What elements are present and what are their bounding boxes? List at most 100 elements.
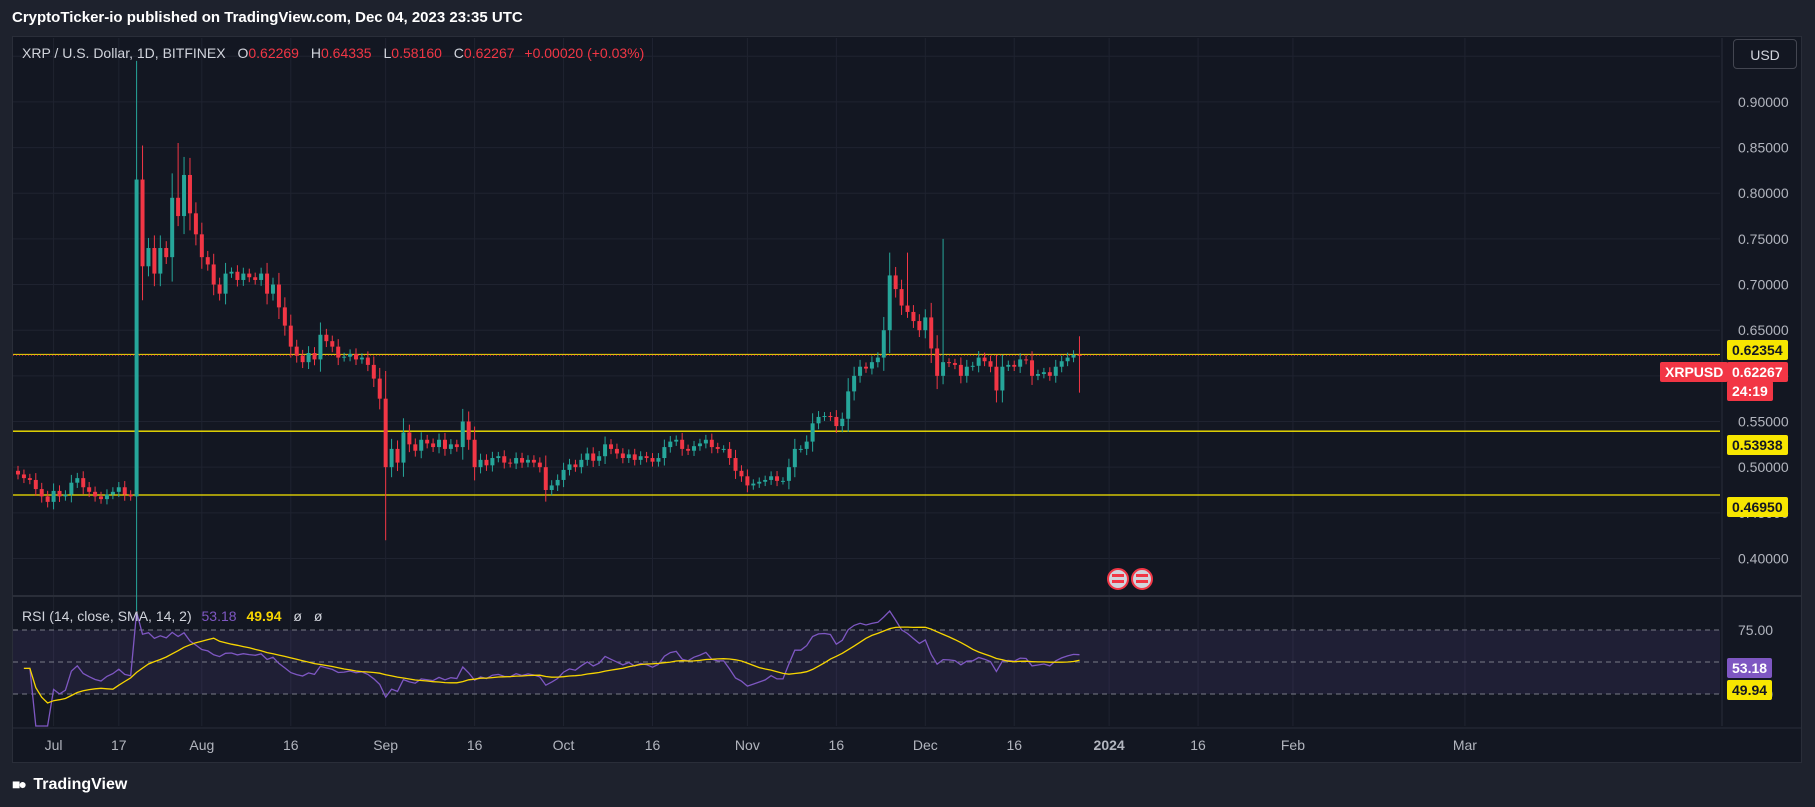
candle-body [1000, 366, 1005, 391]
rsi-panel: 75.0025.00 [13, 609, 1773, 727]
high-value: 0.64335 [320, 45, 372, 61]
time-tick-label: 16 [283, 737, 299, 753]
price-tick-label: 0.70000 [1738, 277, 1789, 293]
candle-body [810, 423, 815, 442]
candle-body [93, 491, 98, 497]
candle-body [674, 439, 679, 442]
candle-body [75, 478, 80, 483]
chart-frame[interactable] [12, 36, 1802, 763]
candle-body [282, 307, 287, 326]
candle-body [715, 447, 720, 449]
candle-body [51, 490, 56, 502]
open-label: O [237, 45, 249, 61]
candle-body [371, 364, 376, 379]
candle-body [454, 444, 459, 448]
low-label: L [383, 45, 392, 61]
candle-body [947, 362, 952, 364]
candle-body [603, 444, 608, 457]
candle-body [330, 341, 335, 347]
rsi-legend: RSI (14, close, SMA, 14, 2) 53.18 49.94 … [22, 608, 322, 624]
candle-body [727, 448, 732, 459]
candle-body [745, 476, 750, 486]
time-axis: Jul 17 Aug 16 Sep 16 Oct 16 Nov 16 Dec 16 2024 16 Feb M… [45, 737, 1478, 753]
currency-button[interactable]: USD [1733, 39, 1797, 69]
level-tag-mid: 0.53938 [1727, 435, 1788, 455]
price-tick-label: 0.90000 [1738, 94, 1789, 110]
candle-body [354, 353, 359, 360]
candle-body [437, 439, 442, 448]
candle-body [193, 213, 198, 235]
candle-body [585, 453, 590, 460]
candle-body [786, 467, 791, 481]
candle-body [401, 432, 406, 463]
candle-body [751, 483, 756, 486]
publish-bar: CryptoTicker-io published on TradingView… [0, 0, 1815, 36]
candle-body [81, 478, 86, 488]
candle-body [929, 317, 934, 349]
rsi-tick-label: 75.00 [1738, 622, 1773, 638]
candle-body [466, 421, 471, 440]
price-tick-label: 0.40000 [1738, 550, 1789, 566]
candle-series [16, 60, 1082, 611]
candle-body [490, 458, 495, 466]
candle-body [158, 248, 163, 274]
candle-body [223, 273, 228, 294]
time-tick-label: 16 [829, 737, 845, 753]
candle-body [733, 458, 738, 471]
us-flag-icon [1107, 568, 1129, 590]
candle-body [63, 494, 68, 497]
candle-body [164, 248, 169, 258]
candle-body [1065, 357, 1070, 362]
rsi-sma-value: 49.94 [246, 608, 282, 624]
flag-stripe [1136, 580, 1148, 583]
rsi-line [23, 609, 1080, 727]
candle-body [419, 439, 424, 451]
candle-body [573, 464, 578, 468]
candle-body [638, 456, 643, 460]
candle-body [1035, 374, 1040, 376]
close-value: 0.62267 [463, 45, 515, 61]
candle-body [128, 494, 133, 497]
candle-body [318, 334, 323, 360]
candle-body [425, 439, 430, 444]
candle-body [383, 398, 388, 468]
candle-body [472, 439, 477, 468]
candle-body [276, 284, 281, 308]
footer-brand[interactable]: ■● TradingView [12, 776, 127, 800]
candle-body [365, 357, 370, 365]
candle-body [863, 366, 868, 369]
candle-body [531, 459, 536, 463]
price-tick-label: 0.85000 [1738, 140, 1789, 156]
candle-body [514, 458, 519, 464]
time-tick-label: Oct [553, 737, 575, 753]
rsi-extra-1: ø [293, 608, 302, 624]
candle-body [697, 443, 702, 447]
candle-body [680, 439, 685, 449]
candle-body [911, 311, 916, 322]
candle-body [834, 416, 839, 427]
candle-body [537, 462, 542, 468]
candle-body [176, 197, 181, 217]
candle-body [846, 391, 851, 419]
time-tick-label: Dec [913, 737, 938, 753]
candle-body [828, 416, 833, 418]
candle-body [448, 444, 453, 449]
price-tick-label: 0.50000 [1738, 459, 1789, 475]
candle-body [247, 273, 252, 278]
candle-body [822, 416, 827, 418]
candle-body [858, 366, 863, 376]
candle-body [597, 456, 602, 461]
candle-body [27, 478, 32, 480]
candle-body [905, 305, 910, 312]
candle-body [1018, 359, 1023, 367]
candle-body [662, 447, 667, 459]
candle-body [721, 448, 726, 450]
candle-body [187, 174, 192, 214]
close-label: C [453, 45, 464, 61]
candle-body [917, 321, 922, 331]
candle-body [1053, 366, 1058, 376]
rsi-sma-tag: 49.94 [1727, 680, 1773, 700]
time-tick-label: 16 [467, 737, 483, 753]
candle-body [644, 456, 649, 459]
